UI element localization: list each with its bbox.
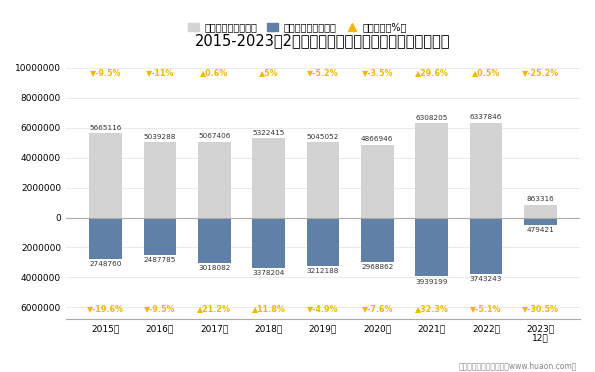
Text: 6308205: 6308205 [415,115,448,121]
Text: ▼-5.2%: ▼-5.2% [307,68,339,77]
Text: 制图：华经产业研究院（www.huaon.com）: 制图：华经产业研究院（www.huaon.com） [459,361,577,370]
Bar [252,218,285,268]
Text: ▲29.6%: ▲29.6% [415,68,449,77]
Text: ▼-3.5%: ▼-3.5% [362,68,393,77]
Bar [143,142,176,218]
Text: 3018082: 3018082 [198,265,230,271]
Bar [89,218,122,259]
Bar [306,218,339,266]
Text: 5665116: 5665116 [89,125,122,131]
Text: ▲5%: ▲5% [259,68,278,77]
Text: ▼-30.5%: ▼-30.5% [522,304,559,313]
Text: ▲21.2%: ▲21.2% [197,304,231,313]
Text: ▲11.8%: ▲11.8% [252,304,286,313]
Text: 2748760: 2748760 [89,261,122,267]
Bar [143,218,176,255]
Text: ▼-9.5%: ▼-9.5% [90,68,121,77]
Text: 863316: 863316 [527,196,554,202]
Bar [469,123,502,218]
Text: ▲32.3%: ▲32.3% [415,304,449,313]
Bar [524,218,557,225]
Text: 3743243: 3743243 [470,276,502,282]
Text: 5067406: 5067406 [198,134,230,140]
Text: 3939199: 3939199 [415,279,448,285]
Text: 5039288: 5039288 [144,134,176,140]
Bar [415,218,448,276]
Bar [252,138,285,218]
Bar [89,133,122,218]
Text: ▼-19.6%: ▼-19.6% [87,304,124,313]
Title: 2015-2023年2月浙江省外商投资企业进、出口额统计图: 2015-2023年2月浙江省外商投资企业进、出口额统计图 [195,33,450,48]
Bar [469,218,502,273]
Legend: 出口总额（万美元）, 进口总额（万美元）, 同比增速（%）: 出口总额（万美元）, 进口总额（万美元）, 同比增速（%） [184,19,411,36]
Text: 5322415: 5322415 [252,130,285,136]
Bar [524,205,557,218]
Text: ▼-25.2%: ▼-25.2% [522,68,559,77]
Text: ▼-5.1%: ▼-5.1% [470,304,502,313]
Text: ▲0.5%: ▲0.5% [472,68,500,77]
Text: 5045052: 5045052 [307,134,339,140]
Bar [306,142,339,218]
Text: 2968862: 2968862 [361,264,393,270]
Bar [198,218,230,263]
Text: 4866946: 4866946 [361,137,393,142]
Text: 3378204: 3378204 [252,270,285,276]
Text: 479421: 479421 [527,227,554,233]
Text: ▼-11%: ▼-11% [146,68,174,77]
Text: 6337846: 6337846 [470,115,502,121]
Text: ▼-4.9%: ▼-4.9% [307,304,339,313]
Text: ▲0.6%: ▲0.6% [200,68,228,77]
Text: ▼-7.6%: ▼-7.6% [362,304,393,313]
Text: ▼-9.5%: ▼-9.5% [144,304,176,313]
Bar [198,142,230,218]
Bar [361,218,393,262]
Bar [361,145,393,218]
Text: 3212188: 3212188 [307,268,339,274]
Bar [415,123,448,218]
Text: 2487785: 2487785 [144,257,176,263]
